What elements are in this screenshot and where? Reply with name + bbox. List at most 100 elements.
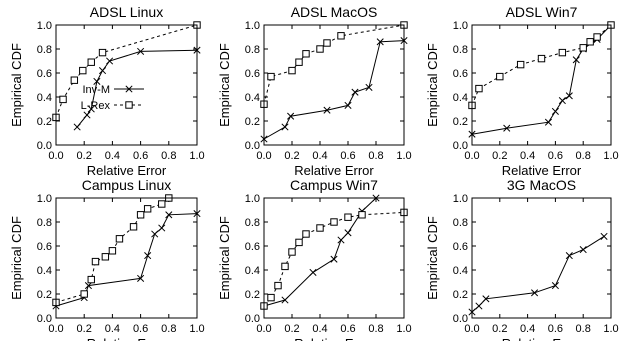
chart-1-ytick-label-4: 0.8 [37,44,52,56]
chart-5-series-inv-m-point-4 [337,236,345,244]
chart-3-series-inv-m-point-3-b [551,107,559,115]
chart-6-xtick-label-3: 0.6 [548,323,563,335]
chart-6-xlabel: Relative Error [502,336,582,341]
chart-5-series-l-rex-point-7 [316,224,324,232]
chart-4-series-inv-m-point-4 [144,252,152,260]
chart-3-series-l-rex-point-4 [537,54,546,63]
chart-6-series-inv-m-point-5 [565,252,573,260]
chart-1-series-l-rex-point-1 [59,95,67,104]
chart-1-series-inv-m [73,46,201,131]
chart-4-xtick-label-3: 0.6 [133,323,148,335]
chart-4-series-inv-m-point-3-b [137,274,145,282]
chart-5-series-l-rex-point-3 [281,262,289,271]
chart-6-series-inv-m-line [471,235,605,313]
chart-3-ytick-label-1: 0.2 [453,116,468,128]
chart-3-series-l-rex-point-5 [558,48,567,57]
chart-1-ytick-label-3: 0.6 [37,68,52,80]
chart-2-ytick-label-2: 0.4 [245,92,260,104]
chart-1-series-inv-m-point-1-b [83,111,91,119]
chart-1-series-inv-m-point-5 [106,57,114,65]
chart-2-series-l-rex-point-6 [323,39,331,47]
chart-1-xlabel: Relative Error [87,163,167,178]
chart-2-series-inv-m-point-3-b [323,106,331,114]
chart-3-title: ADSL Win7 [506,4,578,20]
chart-4-ytick-label-2: 0.4 [37,265,52,277]
chart-3-series-l-rex-line [471,24,612,106]
chart-2-series-l-rex [260,21,408,108]
chart-1-legend-marker-1 [125,101,133,109]
chart-1-ytick-label-5: 1.0 [37,20,52,32]
chart-6-ytick-label-5: 1.0 [453,193,468,205]
chart-2-series-l-rex-point-5 [316,45,324,53]
chart-3-ytick-label-2: 0.4 [453,92,468,104]
chart-1-series-inv-m-point-0 [73,123,81,131]
chart-6-series-inv-m-point-6 [579,246,587,254]
chart-4-series-l-rex-point-1 [80,290,88,298]
chart-1-series-inv-m-point-0-b [73,123,81,131]
chart-4-series-l-rex-point-9 [143,205,152,213]
chart-4-series-l-rex [52,194,173,307]
chart-1-series-inv-m-point-3-b [93,77,101,85]
chart-3-ytick-label-3: 0.6 [453,68,468,80]
chart-2-series-l-rex-point-7 [337,32,345,40]
chart-5-series-inv-m-point-4-b [337,236,345,244]
chart-1-title: ADSL Linux [90,4,163,20]
chart-6-series-inv-m-point-2 [482,295,490,303]
chart-6-series-inv-m-point-7-b [600,232,608,240]
chart-3-series-inv-m-point-4 [558,97,566,105]
chart-5-series-l-rex-point-1 [267,293,275,302]
chart-4-series-inv-m-point-6 [158,224,166,232]
chart-4-xtick-label-2: 0.4 [105,323,120,335]
chart-3-series-l-rex-point-8 [593,33,601,41]
chart-2-xlabel: Relative Error [294,163,374,178]
chart-4-ytick-label-1: 0.2 [37,289,52,301]
chart-5-series-l-rex-point-5 [295,238,303,247]
chart-1-series-inv-m-point-5-b [106,57,114,65]
chart-6-xtick-label-2: 0.4 [520,323,535,335]
chart-6-title: 3G MacOS [507,177,576,193]
chart-5-series-inv-m-point-1 [281,296,289,304]
chart-3-series-l-rex-point-6 [579,44,587,52]
chart-5-title: Campus Win7 [290,177,378,193]
chart-3-series-inv-m-point-5 [565,92,573,100]
chart-5-ytick-label-2: 0.4 [245,265,260,277]
chart-5: Campus Win7 0.0 0.2 0.4 0.6 0.8 1.0 0.0 0.2 0.4 0.… [217,177,412,341]
chart-5-xtick-label-1: 0.2 [284,323,299,335]
chart-1-xtick-label-4: 0.8 [161,150,176,162]
chart-1-xtick-label-3: 0.6 [133,150,148,162]
chart-5-frame [263,197,405,319]
chart-6-ytick-label-2: 0.4 [453,265,468,277]
chart-1-series-inv-m-point-2-b [87,105,95,113]
chart-2-ytick-label-3: 0.6 [245,68,260,80]
chart-2-series-inv-m-point-3 [323,106,331,114]
chart-4-series-l-rex-point-5 [108,247,117,255]
chart-3-series-l-rex-point-2 [496,72,504,81]
chart-3-frame [471,24,612,146]
chart-5-series-l-rex-line [263,211,405,307]
chart-4-series-inv-m-point-7 [165,211,173,219]
chart-6-series-inv-m-point-1 [475,302,483,310]
chart-3-series-inv-m-point-2 [544,118,553,126]
chart-6-series-inv-m-point-1-b [475,302,483,310]
chart-2-series-inv-m-point-6 [365,83,373,91]
chart-6-series-inv-m [468,232,608,316]
chart-5-series-inv-m-point-3 [330,255,338,263]
chart-5-xtick-label-3: 0.6 [340,323,355,335]
chart-2-ylabel: Empirical CDF [217,43,232,127]
chart-3-ytick-label-5: 1.0 [453,20,468,32]
chart-3-xtick-label-2: 0.4 [520,150,535,162]
chart-4-xtick-label-4: 0.8 [161,323,176,335]
chart-1-xtick-label-0: 0.0 [48,150,63,162]
chart-1-frame [55,24,198,146]
chart-4-series-inv-m-point-5 [151,230,159,238]
chart-3-series-inv-m-point-5-b [565,92,573,100]
chart-1-legend-marker-0-b [125,85,133,93]
chart-1-ylabel: Empirical CDF [9,43,24,127]
chart-5-series-l-rex-point-2 [274,281,282,290]
chart-6-series-inv-m-point-2-b [482,295,490,303]
chart-1-ytick-label-2: 0.4 [37,92,52,104]
chart-4-series-inv-m-point-5-b [151,230,159,238]
chart-1-ytick-label-1: 0.2 [37,116,52,128]
chart-1-series-l-rex-point-4 [87,58,95,66]
